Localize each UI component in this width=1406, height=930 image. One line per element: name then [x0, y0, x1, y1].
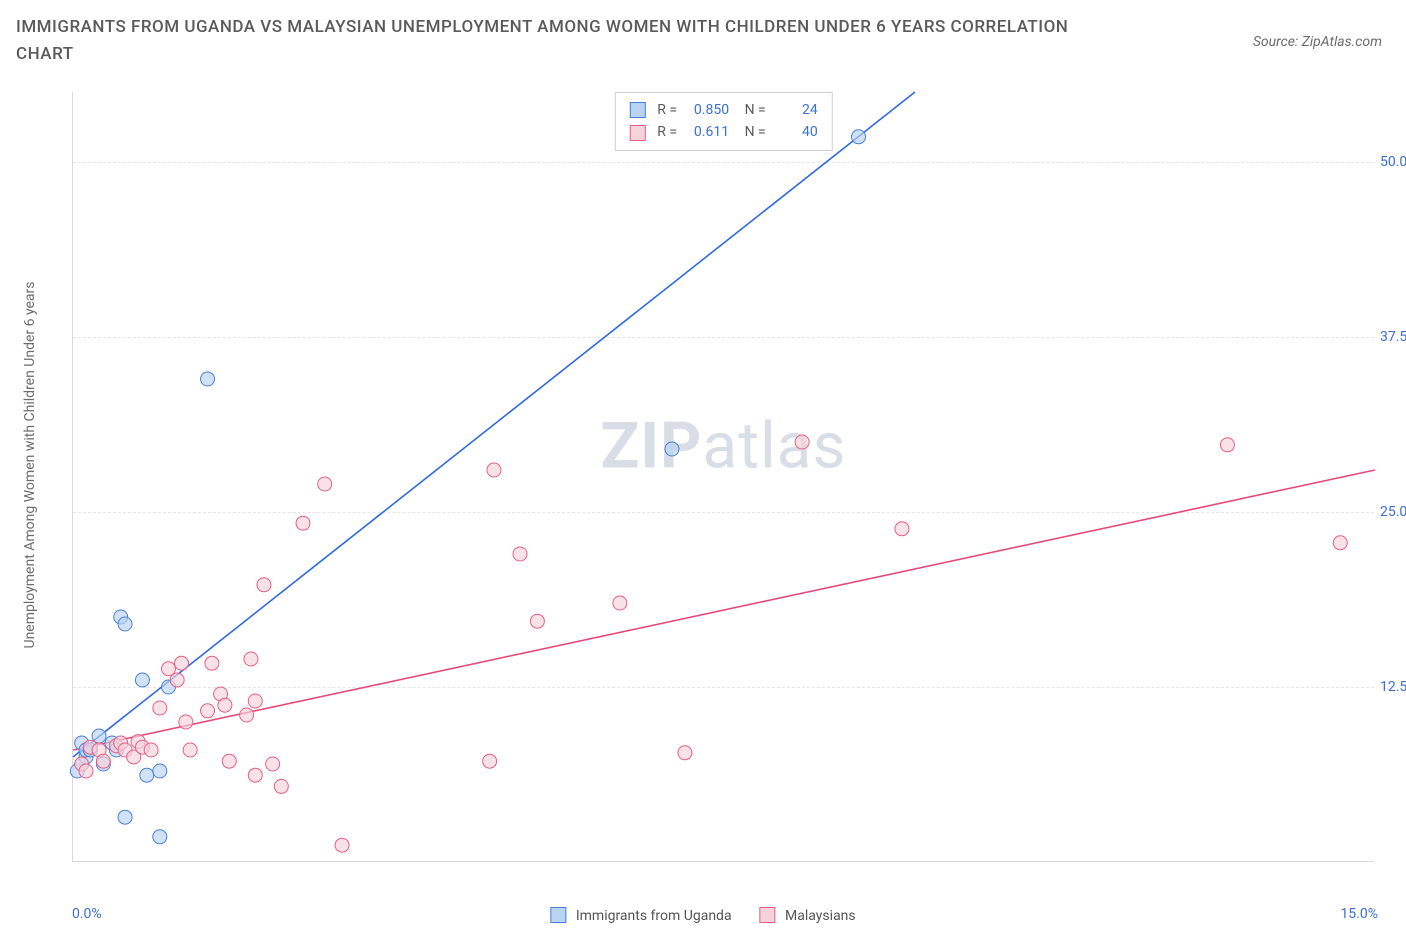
data-point-uganda: [153, 830, 167, 844]
data-point-malaysians: [170, 673, 184, 687]
data-point-malaysians: [205, 656, 219, 670]
y-tick-label: 37.5%: [1380, 329, 1406, 345]
data-point-malaysians: [218, 698, 232, 712]
data-point-malaysians: [248, 768, 262, 782]
data-point-malaysians: [513, 547, 527, 561]
legend-item-uganda: Immigrants from Uganda: [550, 907, 731, 924]
n-value-uganda: 24: [772, 99, 818, 121]
data-point-malaysians: [183, 743, 197, 757]
data-point-malaysians: [257, 578, 271, 592]
y-tick-label: 25.0%: [1380, 504, 1406, 520]
data-point-malaysians: [175, 656, 189, 670]
data-point-malaysians: [144, 743, 158, 757]
data-point-malaysians: [266, 757, 280, 771]
correlation-legend: R = 0.850 N = 24 R = 0.611 N = 40: [614, 92, 832, 151]
legend-item-malaysians: Malaysians: [760, 907, 856, 924]
data-point-malaysians: [795, 435, 809, 449]
data-point-malaysians: [248, 694, 262, 708]
trend-line-uganda: [73, 92, 915, 757]
data-point-uganda: [852, 130, 866, 144]
n-value-malaysians: 40: [772, 121, 818, 143]
data-point-uganda: [135, 673, 149, 687]
chart-svg: [73, 92, 1374, 861]
legend-swatch-icon: [550, 907, 566, 923]
series-legend: Immigrants from Uganda Malaysians: [550, 907, 855, 924]
y-tick-label: 50.0%: [1380, 154, 1406, 170]
y-tick-label: 12.5%: [1380, 679, 1406, 695]
data-point-malaysians: [274, 779, 288, 793]
data-point-malaysians: [1220, 438, 1234, 452]
data-point-uganda: [201, 372, 215, 386]
legend-swatch-icon: [760, 907, 776, 923]
legend-row-malaysians: R = 0.611 N = 40: [629, 121, 817, 143]
trend-line-malaysians: [73, 470, 1375, 750]
data-point-malaysians: [1333, 536, 1347, 550]
data-point-malaysians: [240, 708, 254, 722]
r-value-malaysians: 0.611: [683, 121, 729, 143]
data-point-uganda: [118, 617, 132, 631]
data-point-uganda: [153, 764, 167, 778]
x-axis-max-label: 15.0%: [1340, 906, 1378, 922]
plot-area: ZIPatlas R = 0.850 N = 24 R = 0.611 N = …: [72, 92, 1374, 862]
y-axis-label: Unemployment Among Women with Children U…: [22, 281, 38, 648]
data-point-uganda: [118, 810, 132, 824]
data-point-malaysians: [153, 701, 167, 715]
data-point-malaysians: [79, 764, 93, 778]
data-point-malaysians: [530, 614, 544, 628]
data-point-malaysians: [201, 704, 215, 718]
data-point-uganda: [140, 768, 154, 782]
data-point-malaysians: [613, 596, 627, 610]
data-point-malaysians: [483, 754, 497, 768]
data-point-malaysians: [296, 516, 310, 530]
legend-swatch-uganda: [629, 102, 645, 118]
data-point-uganda: [665, 442, 679, 456]
data-point-malaysians: [895, 522, 909, 536]
data-point-malaysians: [222, 754, 236, 768]
r-value-uganda: 0.850: [683, 99, 729, 121]
data-point-malaysians: [487, 463, 501, 477]
data-point-malaysians: [335, 838, 349, 852]
legend-swatch-malaysians: [629, 125, 645, 141]
x-axis-min-label: 0.0%: [72, 906, 102, 922]
legend-row-uganda: R = 0.850 N = 24: [629, 99, 817, 121]
data-point-malaysians: [678, 746, 692, 760]
source-attribution: Source: ZipAtlas.com: [1253, 34, 1382, 50]
data-point-malaysians: [318, 477, 332, 491]
chart-title: IMMIGRANTS FROM UGANDA VS MALAYSIAN UNEM…: [16, 14, 1116, 68]
data-point-malaysians: [179, 715, 193, 729]
data-point-malaysians: [244, 652, 258, 666]
data-point-malaysians: [96, 754, 110, 768]
